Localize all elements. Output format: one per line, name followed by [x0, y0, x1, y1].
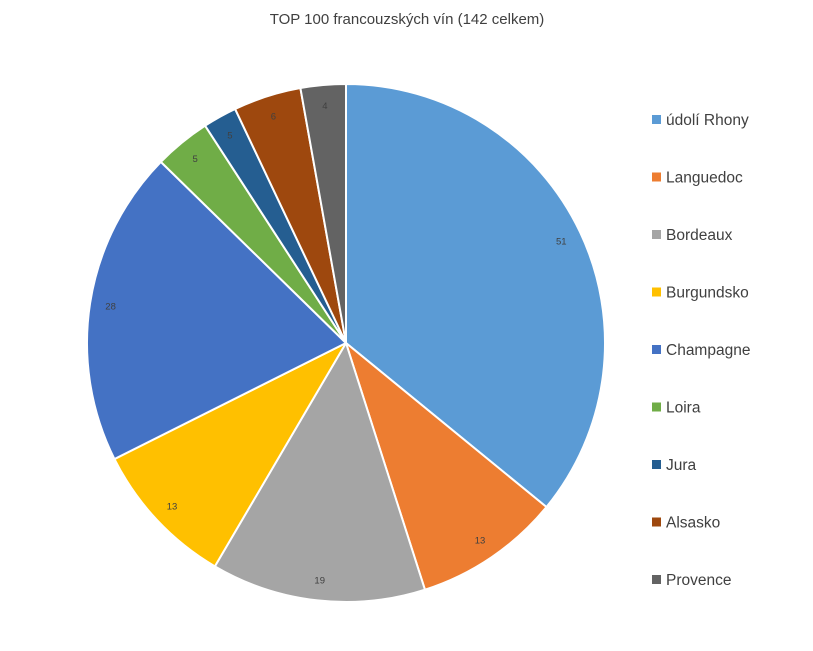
legend-label-provence: Provence [666, 572, 731, 589]
data-label-alsasko: 6 [271, 112, 276, 123]
legend-swatch-jura [652, 460, 661, 469]
legend-swatch-burgundsko [652, 287, 661, 297]
legend-swatch-provence [652, 575, 661, 584]
data-label-bordeaux: 19 [314, 575, 325, 586]
legend-label-jura: Jura [666, 457, 697, 474]
legend-swatch-champagne [652, 345, 661, 354]
chart-legend: údolí Rhony Languedoc Bordeaux Burgundsko Ch… [652, 112, 750, 589]
pie-slice-champagne [85, 160, 347, 461]
pie-slice-languedoc [345, 342, 548, 591]
data-label-jura: 5 [227, 130, 232, 141]
legend-label-burgundsko: Burgundsko [666, 285, 749, 302]
legend-label-bordeaux: Bordeaux [666, 227, 733, 244]
legend-swatch-loira [652, 402, 661, 412]
slice-data-labels: 51 13 19 13 28 5 5 6 4 [105, 101, 566, 586]
legend-label-languedoc: Languedoc [666, 170, 743, 187]
legend-label-loira: Loira [666, 400, 701, 417]
chart-title: TOP 100 francouzských vín (142 celkem) [270, 11, 545, 28]
legend-swatch-alsasko [652, 517, 661, 527]
legend-swatch-languedoc [652, 172, 661, 182]
legend-swatch-bordeaux [652, 230, 661, 239]
pie-slices [85, 83, 606, 603]
data-label-languedoc: 13 [475, 536, 486, 547]
pie-slice-provence [299, 83, 347, 344]
data-label-burgundsko: 13 [167, 501, 178, 512]
legend-swatch-údolí-rhony [652, 115, 661, 124]
data-label-loira: 5 [192, 154, 197, 165]
data-label-champagne: 28 [105, 302, 116, 313]
pie-slice-údolí-rhony [345, 83, 606, 509]
data-label-údolí-rhony: 51 [556, 237, 567, 248]
legend-label-alsasko: Alsasko [666, 515, 720, 532]
pie-slice-bordeaux [213, 342, 426, 603]
data-label-provence: 4 [322, 101, 327, 112]
pie-slice-burgundsko [113, 342, 347, 568]
legend-label-champagne: Champagne [666, 342, 750, 359]
legend-label-údolí-rhony: údolí Rhony [666, 112, 749, 129]
